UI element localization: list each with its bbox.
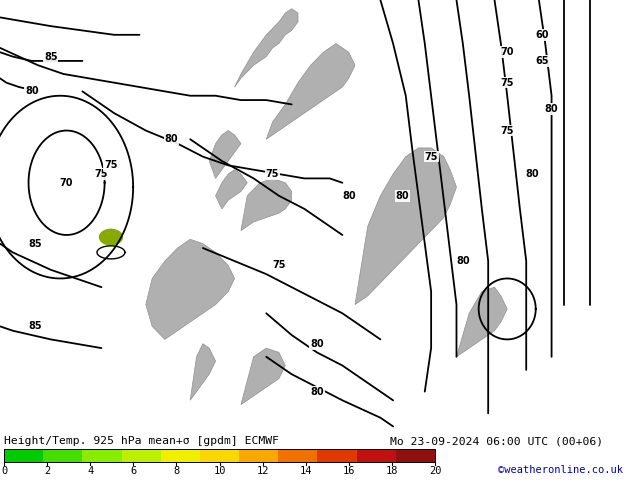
Bar: [357, 449, 396, 462]
Text: 70: 70: [500, 47, 514, 57]
Bar: [318, 449, 357, 462]
Polygon shape: [456, 287, 507, 357]
Text: 75: 75: [104, 160, 118, 171]
Text: 85: 85: [28, 239, 42, 248]
Bar: [161, 449, 200, 462]
Polygon shape: [190, 344, 216, 400]
Polygon shape: [209, 130, 241, 178]
Text: 18: 18: [385, 466, 398, 476]
Text: 75: 75: [424, 151, 438, 162]
Bar: [43, 449, 82, 462]
Text: 75: 75: [272, 260, 286, 270]
Text: 2: 2: [44, 466, 50, 476]
Text: 75: 75: [500, 78, 514, 88]
Bar: [200, 449, 239, 462]
Polygon shape: [241, 348, 285, 405]
Text: 80: 80: [526, 169, 540, 179]
Text: 75: 75: [94, 169, 108, 179]
Text: 75: 75: [500, 125, 514, 136]
Text: 80: 80: [342, 191, 356, 201]
Text: 80: 80: [310, 387, 324, 396]
Text: 16: 16: [342, 466, 355, 476]
Bar: [82, 449, 122, 462]
Polygon shape: [216, 170, 247, 209]
Polygon shape: [266, 44, 355, 139]
Text: 85: 85: [28, 321, 42, 331]
Circle shape: [100, 229, 122, 245]
Bar: [278, 449, 318, 462]
Text: 80: 80: [456, 256, 470, 266]
Text: 80: 80: [25, 86, 39, 97]
Text: 0: 0: [1, 466, 7, 476]
Bar: [4, 449, 435, 462]
Text: 80: 80: [545, 104, 559, 114]
Bar: [239, 449, 278, 462]
Text: 6: 6: [130, 466, 136, 476]
Polygon shape: [241, 178, 292, 231]
Bar: [396, 449, 435, 462]
Text: 8: 8: [173, 466, 179, 476]
Bar: [4, 449, 43, 462]
Polygon shape: [355, 148, 456, 305]
Polygon shape: [235, 9, 298, 87]
Text: 10: 10: [213, 466, 226, 476]
Text: 60: 60: [535, 30, 549, 40]
Text: 12: 12: [256, 466, 269, 476]
Text: 70: 70: [60, 178, 74, 188]
Text: Height/Temp. 925 hPa mean+σ [gpdm] ECMWF: Height/Temp. 925 hPa mean+σ [gpdm] ECMWF: [4, 436, 279, 446]
Text: 4: 4: [87, 466, 93, 476]
Text: 80: 80: [164, 134, 178, 144]
Text: 80: 80: [310, 339, 324, 349]
Text: 14: 14: [299, 466, 312, 476]
Polygon shape: [146, 239, 235, 340]
Text: 20: 20: [429, 466, 441, 476]
Text: 85: 85: [44, 51, 58, 62]
Text: 65: 65: [535, 56, 549, 66]
Text: ©weatheronline.co.uk: ©weatheronline.co.uk: [498, 465, 623, 475]
Text: 75: 75: [266, 169, 280, 179]
Text: 80: 80: [396, 191, 410, 201]
Bar: [122, 449, 161, 462]
Text: Mo 23-09-2024 06:00 UTC (00+06): Mo 23-09-2024 06:00 UTC (00+06): [390, 436, 603, 446]
